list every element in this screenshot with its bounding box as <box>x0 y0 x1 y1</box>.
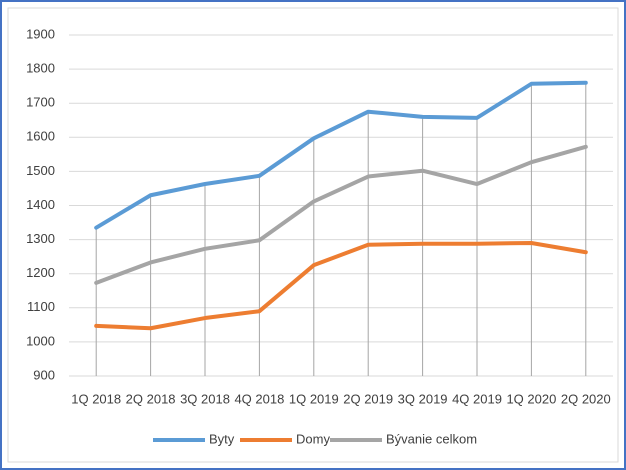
legend-label: Byty <box>209 431 235 446</box>
y-tick-label: 1200 <box>26 265 55 280</box>
x-tick-label: 3Q 2018 <box>180 391 230 406</box>
legend-label: Domy <box>296 431 330 446</box>
x-tick-label: 1Q 2020 <box>506 391 556 406</box>
x-tick-label: 4Q 2019 <box>452 391 502 406</box>
x-tick-label: 4Q 2018 <box>234 391 284 406</box>
y-tick-label: 1100 <box>27 299 55 314</box>
x-tick-label: 2Q 2020 <box>561 391 611 406</box>
y-tick-label: 1700 <box>26 95 55 110</box>
y-tick-label: 1400 <box>26 197 55 212</box>
y-tick-label: 1000 <box>26 333 55 348</box>
legend-label: Bývanie celkom <box>386 431 477 446</box>
chart-area <box>7 7 619 463</box>
series-line <box>94 80 588 230</box>
y-tick-label: 1300 <box>26 231 55 246</box>
x-tick-label: 1Q 2019 <box>289 391 339 406</box>
y-tick-label: 1500 <box>26 163 55 178</box>
y-tick-label: 900 <box>33 367 55 382</box>
series-line <box>94 144 588 285</box>
x-tick-label: 2Q 2019 <box>343 391 393 406</box>
x-tick-label: 2Q 2018 <box>126 391 176 406</box>
x-tick-label: 3Q 2019 <box>398 391 448 406</box>
x-tick-label: 1Q 2018 <box>71 391 121 406</box>
y-tick-label: 1600 <box>26 129 55 144</box>
series-line <box>94 241 588 331</box>
y-tick-label: 1900 <box>26 26 55 41</box>
y-tick-label: 1800 <box>26 61 55 76</box>
